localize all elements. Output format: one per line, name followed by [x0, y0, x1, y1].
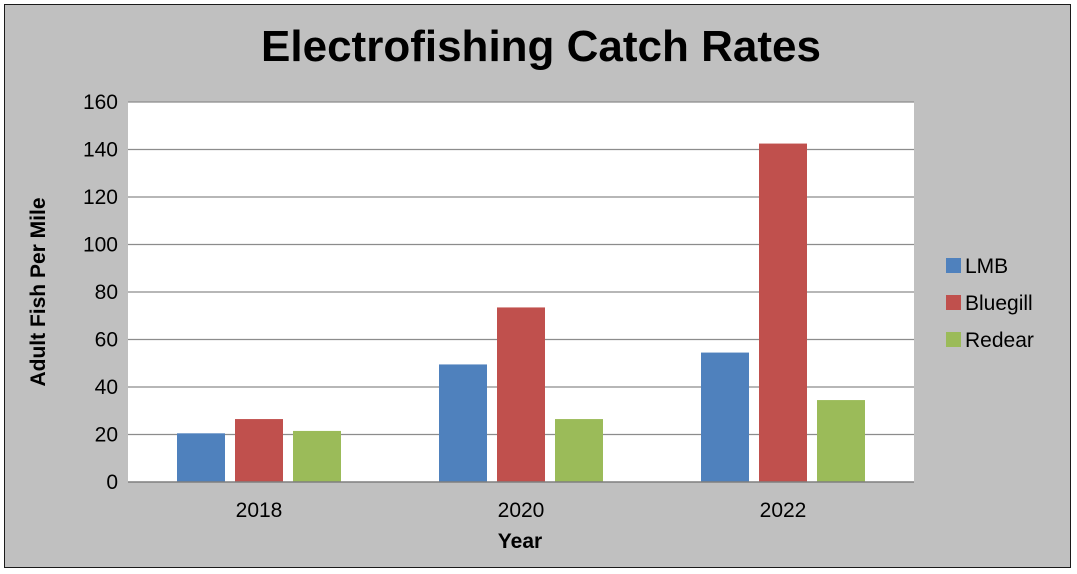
x-axis-ticks: 2018 2020 2022: [236, 499, 807, 522]
bar-redear-2020: [555, 419, 603, 482]
x-tick-label: 2020: [498, 499, 545, 522]
legend: LMB Bluegill Redear: [946, 255, 1034, 352]
y-tick-label: 20: [95, 424, 118, 447]
y-tick-label: 140: [83, 139, 118, 162]
y-tick-label: 120: [83, 186, 118, 209]
y-tick-label: 100: [83, 234, 118, 257]
y-tick-label: 40: [95, 376, 118, 399]
y-axis-ticks: 0 20 40 60 80 100 120 140 160: [83, 91, 118, 494]
bars: [177, 143, 865, 482]
legend-label-lmb: LMB: [965, 255, 1008, 278]
bar-bluegill-2020: [497, 307, 545, 482]
bar-bluegill-2022: [759, 143, 807, 482]
chart-frame: Electrofishing Catch Rates 0 20 40 60 80 100 1…: [4, 4, 1071, 568]
y-tick-label: 160: [83, 91, 118, 114]
bar-lmb-2020: [439, 364, 487, 482]
x-tick-label: 2018: [236, 499, 283, 522]
y-tick-label: 80: [95, 281, 118, 304]
legend-label-redear: Redear: [965, 329, 1034, 352]
y-tick-label: 60: [95, 329, 118, 352]
legend-swatch-redear: [946, 332, 961, 347]
legend-label-bluegill: Bluegill: [965, 292, 1033, 315]
bar-lmb-2022: [701, 352, 749, 482]
bar-bluegill-2018: [235, 419, 283, 482]
bar-chart: Electrofishing Catch Rates 0 20 40 60 80 100 1…: [27, 22, 1034, 553]
legend-swatch-bluegill: [946, 295, 961, 310]
bar-lmb-2018: [177, 433, 225, 482]
y-tick-label: 0: [106, 471, 118, 494]
x-tick-label: 2022: [760, 499, 807, 522]
bar-redear-2018: [293, 430, 341, 482]
x-axis-title: Year: [498, 530, 542, 553]
chart-title: Electrofishing Catch Rates: [261, 22, 821, 71]
y-axis-title: Adult Fish Per Mile: [27, 197, 50, 386]
bar-redear-2022: [817, 400, 865, 482]
legend-swatch-lmb: [946, 258, 961, 273]
